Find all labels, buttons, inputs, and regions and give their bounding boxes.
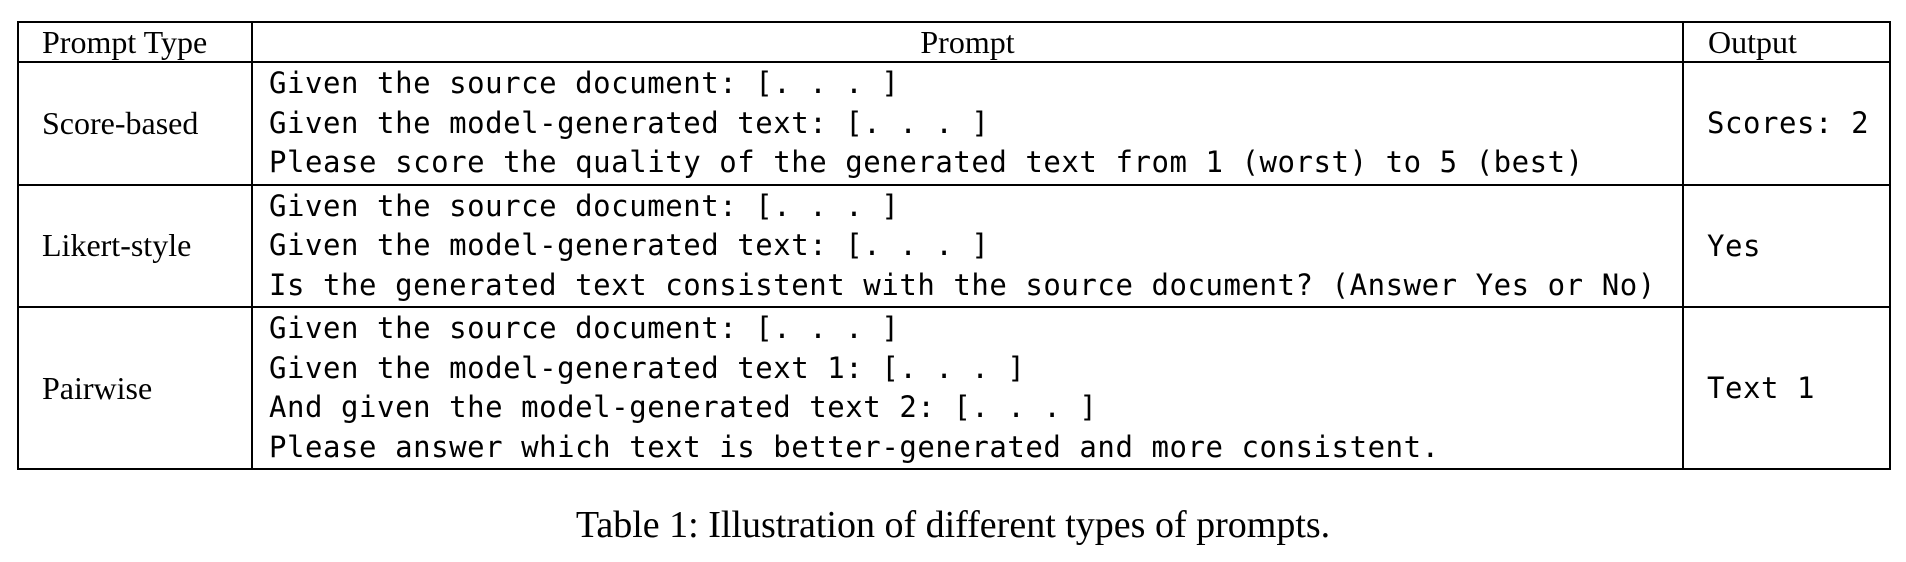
table-row-likert-style: Likert-style Given the source document: … [17, 183, 1891, 308]
prompt-cell: Given the source document: [. . . ] Give… [251, 61, 1684, 186]
prompt-type-cell: Pairwise [17, 306, 253, 470]
header-output: Output [1682, 21, 1891, 63]
header-prompt: Prompt [251, 21, 1684, 63]
table-row-pairwise: Pairwise Given the source document: [. .… [17, 306, 1891, 470]
prompt-line: Given the source document: [. . . ] [269, 188, 900, 223]
output-cell: Yes [1682, 183, 1891, 308]
prompt-line: Please score the quality of the generate… [269, 145, 1584, 179]
prompt-line: And given the model-generated text 2: [.… [269, 390, 1098, 424]
prompt-line: Given the source document: [. . . ] [269, 66, 900, 100]
prompt-line: Given the model-generated text: [. . . ] [269, 105, 990, 140]
table-caption: Table 1: Illustration of different types… [575, 504, 1331, 546]
prompt-line: Is the generated text consistent with th… [269, 267, 1656, 302]
prompt-cell: Given the source document: [. . . ] Give… [251, 183, 1684, 308]
header-prompt-type: Prompt Type [17, 21, 253, 63]
table-header-row: Prompt Type Prompt Output [17, 21, 1891, 63]
output-cell: Text 1 [1682, 306, 1891, 470]
prompt-type-cell: Likert-style [17, 183, 253, 308]
table-row-score-based: Score-based Given the source document: [… [17, 61, 1891, 186]
prompt-line: Given the source document: [. . . ] [269, 311, 900, 345]
prompt-types-table: Prompt Type Prompt Output Score-based Gi… [17, 21, 1891, 470]
prompt-line: Given the model-generated text: [. . . ] [269, 228, 990, 262]
prompt-line: Please answer which text is better-gener… [269, 429, 1440, 464]
prompt-cell: Given the source document: [. . . ] Give… [251, 306, 1684, 470]
prompt-type-cell: Score-based [17, 61, 253, 186]
prompt-line: Given the model-generated text 1: [. . .… [269, 350, 1026, 385]
output-cell: Scores: 2 [1682, 61, 1891, 186]
